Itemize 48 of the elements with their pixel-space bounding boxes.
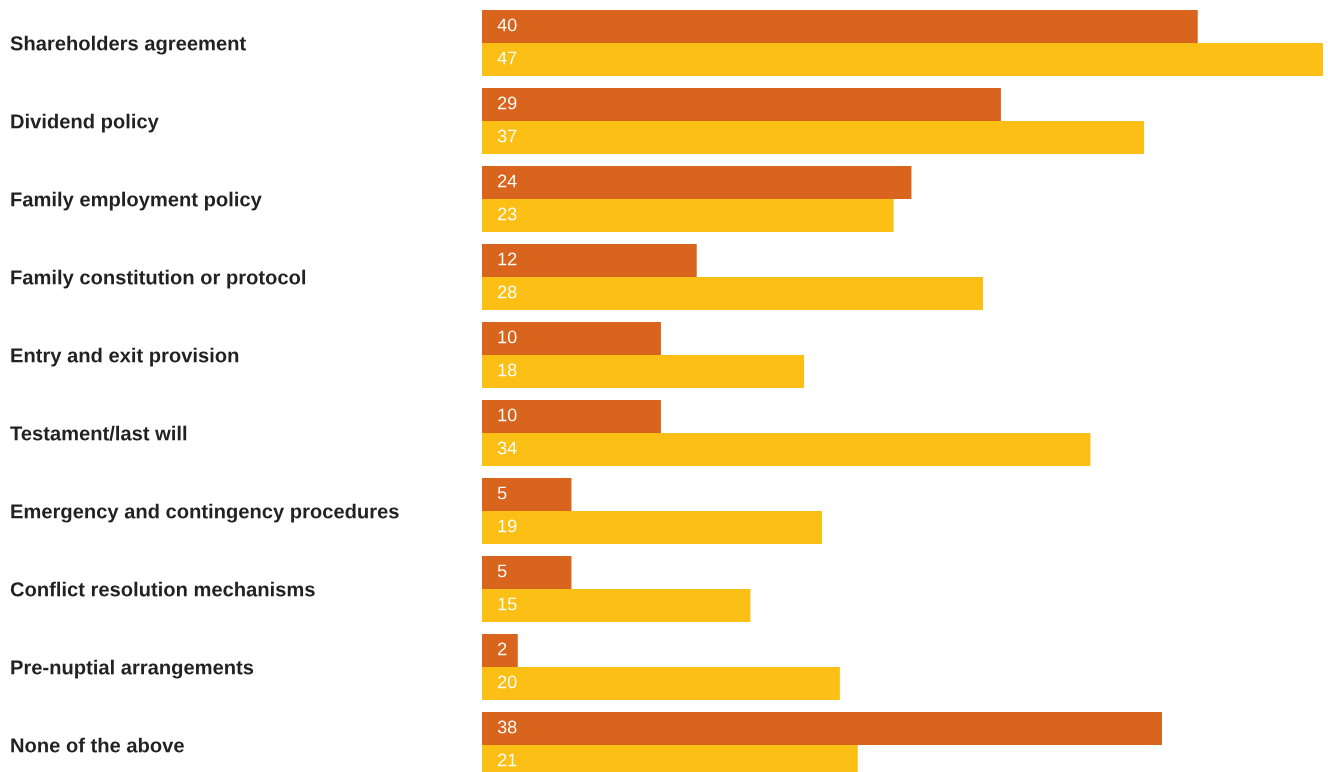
y-tick-label: Shareholders agreement	[10, 35, 246, 55]
data-label: 24	[498, 174, 517, 188]
bar	[482, 433, 1091, 466]
data-label: 19	[498, 519, 517, 533]
data-label: 20	[498, 675, 517, 689]
data-label: 29	[498, 96, 517, 110]
bar	[482, 166, 912, 199]
bar	[482, 277, 984, 310]
bar	[482, 511, 822, 544]
data-label: 10	[498, 408, 517, 422]
data-label: 5	[497, 564, 507, 578]
bar	[482, 121, 1145, 154]
data-label: 28	[498, 285, 517, 299]
y-tick-label: Testament/last will	[10, 425, 187, 441]
bar	[482, 400, 661, 433]
data-label: 2	[498, 642, 507, 656]
bar	[482, 10, 1198, 43]
bar	[482, 199, 894, 232]
data-label: 15	[498, 597, 517, 611]
bar	[482, 667, 840, 700]
bar	[482, 355, 805, 388]
bar	[482, 478, 572, 511]
data-label: 21	[498, 753, 517, 767]
bar	[482, 322, 661, 355]
data-label: 37	[497, 129, 517, 143]
data-label: 10	[498, 330, 517, 344]
data-label: 34	[497, 441, 517, 455]
y-tick-label: Conflict resolution mechanisms	[10, 581, 315, 597]
data-label: 5	[497, 486, 507, 500]
bar	[482, 634, 518, 667]
data-label: 12	[498, 252, 517, 266]
y-tick-label: Dividend policy	[11, 113, 159, 133]
y-tick-label: Pre-nuptial arrangements	[11, 659, 254, 679]
data-label: 40	[497, 18, 517, 32]
y-tick-label: Family employment policy	[11, 191, 262, 211]
y-tick-label: Family constitution or protocol	[11, 269, 306, 289]
data-label: 18	[498, 363, 517, 377]
data-label: 47	[497, 51, 517, 65]
bar	[482, 43, 1323, 76]
bar	[482, 244, 697, 277]
bar	[482, 88, 1001, 121]
y-tick-label: Emergency and contingency procedures	[11, 503, 399, 523]
y-tick-label: Entry and exit provision	[11, 347, 239, 367]
bar	[482, 556, 572, 589]
y-tick-label: None of the above	[11, 737, 184, 753]
data-label: 23	[498, 207, 517, 221]
data-label: 38	[497, 720, 517, 734]
bar	[482, 589, 751, 622]
